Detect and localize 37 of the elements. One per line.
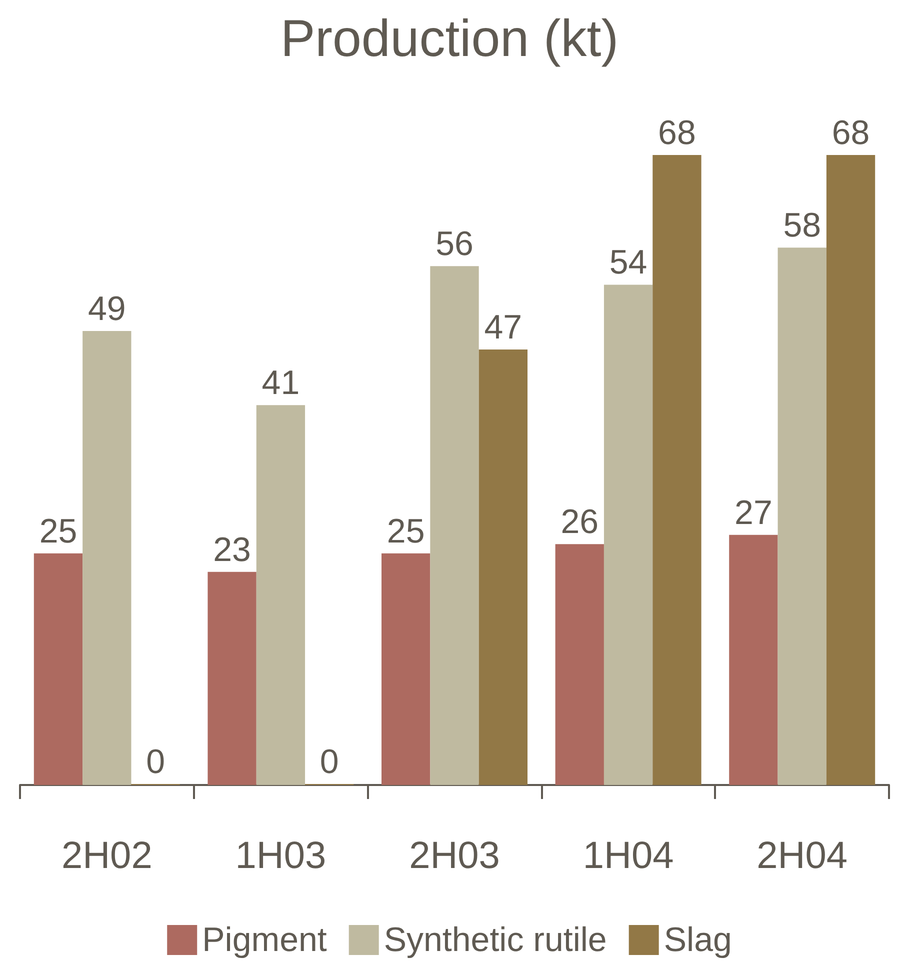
x-tick-label: 1H03 (235, 835, 326, 877)
bar (430, 266, 479, 785)
bar (729, 534, 778, 785)
data-label: 25 (39, 512, 78, 550)
bar (604, 284, 653, 785)
bar (256, 405, 306, 785)
data-label: 0 (146, 743, 166, 781)
data-label: 41 (262, 364, 300, 402)
bar (652, 155, 702, 785)
data-label: 58 (783, 206, 822, 245)
legend-label: Synthetic rutile (384, 921, 607, 959)
x-tick-label: 1H04 (582, 835, 674, 877)
x-tick-label: 2H02 (61, 835, 152, 877)
data-label: 23 (213, 530, 251, 569)
data-label: 68 (832, 114, 870, 152)
data-label: 54 (609, 244, 648, 282)
data-label: 68 (658, 114, 696, 152)
bar (82, 331, 132, 785)
data-label: 49 (88, 290, 126, 328)
bar (826, 155, 876, 785)
x-tick-label: 2H04 (756, 835, 848, 877)
x-tick-label: 2H03 (409, 835, 500, 877)
data-label: 0 (320, 743, 339, 781)
bar (208, 572, 256, 785)
data-label: 26 (560, 503, 599, 542)
bar (34, 553, 83, 785)
bar (382, 553, 430, 785)
legend-label: Pigment (202, 921, 328, 959)
data-label: 25 (386, 512, 425, 550)
data-label: 56 (436, 225, 474, 264)
bar (778, 248, 826, 785)
chart-title: Production (kt) (280, 10, 619, 68)
bar (478, 350, 528, 785)
data-label: 27 (734, 494, 772, 532)
bar (555, 544, 604, 785)
data-label: 47 (484, 308, 522, 347)
legend-label: Slag (664, 921, 732, 959)
